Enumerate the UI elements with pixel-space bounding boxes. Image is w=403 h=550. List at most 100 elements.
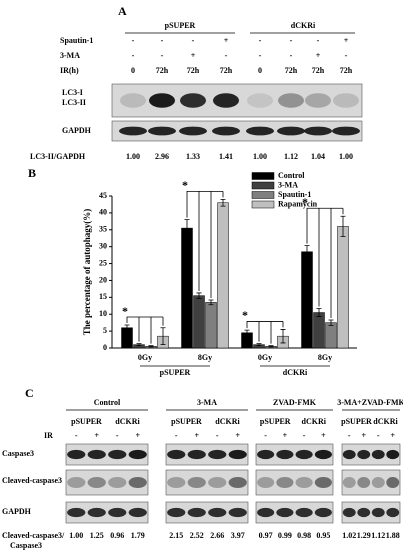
bar [337, 226, 349, 349]
cell: - [116, 431, 119, 440]
significance-bracket [186, 190, 224, 299]
group-label: dCKRi [283, 368, 308, 377]
cell: - [225, 51, 228, 60]
cell: + [224, 36, 229, 45]
ratio: 1.25 [90, 531, 104, 540]
band [87, 507, 106, 518]
cell: + [94, 431, 99, 440]
cell: + [235, 431, 240, 440]
blot-label: GAPDH [2, 507, 32, 516]
band [342, 477, 356, 488]
band [187, 507, 206, 518]
ratio: 3.97 [231, 531, 245, 540]
y-tick-label: 0 [103, 343, 107, 352]
band [247, 93, 273, 108]
band [371, 477, 385, 488]
legend-label: Spautin-1 [278, 190, 311, 199]
ratio: 1.33 [186, 152, 200, 161]
cell: - [216, 431, 219, 440]
band [386, 507, 400, 518]
cell: + [283, 431, 288, 440]
ratio: 1.00 [69, 531, 83, 540]
x-tick-label: 8Gy [318, 353, 332, 362]
band [187, 477, 206, 488]
blot [165, 501, 249, 524]
band [386, 477, 400, 488]
band [128, 449, 147, 460]
band [87, 477, 106, 488]
cell: 72h [220, 66, 233, 75]
cell: + [321, 431, 326, 440]
group-label: pSUPER [160, 368, 191, 377]
y-tick-label: 45 [99, 191, 107, 200]
cell: - [303, 431, 306, 440]
ratio: 0.96 [110, 531, 124, 540]
band [257, 477, 275, 488]
error-bar [160, 327, 166, 346]
cell: - [259, 36, 262, 45]
band [276, 449, 294, 460]
y-tick-label: 25 [99, 258, 107, 267]
ratio: 2.52 [190, 531, 204, 540]
annotation: * [242, 308, 248, 322]
cell: + [191, 51, 196, 60]
bar [217, 202, 229, 349]
ratio: 0.98 [297, 531, 311, 540]
panel-label: C [25, 386, 34, 400]
cell: - [264, 431, 267, 440]
band [314, 477, 332, 488]
legend-swatch [251, 181, 275, 190]
subgroup-label: dCKRi [215, 417, 240, 426]
band [342, 449, 356, 460]
blot-label: Caspase3 [2, 449, 34, 458]
cell: 72h [312, 66, 325, 75]
legend-label: Rapamycin [278, 199, 318, 208]
row-label: IR [44, 431, 53, 440]
band [228, 507, 247, 518]
cell: - [192, 36, 195, 45]
band [228, 449, 247, 460]
subgroup-label: pSUPER [71, 417, 102, 426]
legend-swatch [251, 191, 275, 199]
band [333, 93, 359, 108]
bar [205, 302, 217, 349]
band [277, 126, 305, 136]
significance-bracket [126, 316, 164, 344]
y-axis-label: The percentage of autophagy(%) [82, 209, 92, 336]
band [257, 449, 275, 460]
cell: - [290, 36, 293, 45]
error-bar [328, 319, 334, 326]
band [108, 449, 127, 460]
blot-label: GAPDH [62, 126, 92, 135]
blot-label: Cleaved-caspase3 [2, 476, 62, 485]
band [357, 477, 371, 488]
ratio-label: Caspase3 [10, 541, 42, 550]
band [228, 477, 247, 488]
band [213, 93, 239, 108]
band [149, 93, 175, 108]
band [208, 507, 227, 518]
ratio: 0.95 [316, 531, 330, 540]
band [386, 449, 400, 460]
cell: 0 [131, 66, 135, 75]
cell: - [348, 431, 351, 440]
error-bar [280, 329, 286, 344]
blot-label: LC3-I [62, 88, 83, 97]
ratio: 1.12 [284, 152, 298, 161]
blot [65, 443, 149, 466]
y-tick-label: 15 [99, 292, 107, 301]
error-bar [208, 299, 214, 306]
ratio: 1.41 [219, 152, 233, 161]
blot [341, 501, 401, 524]
cell: + [390, 431, 395, 440]
band [295, 449, 313, 460]
blot [165, 443, 249, 466]
row-label: 3-MA [60, 51, 80, 60]
band [108, 507, 127, 518]
band [119, 126, 147, 136]
ratio: 1.79 [131, 531, 145, 540]
blot [255, 501, 334, 524]
band [276, 477, 294, 488]
significance-bracket [306, 207, 344, 318]
